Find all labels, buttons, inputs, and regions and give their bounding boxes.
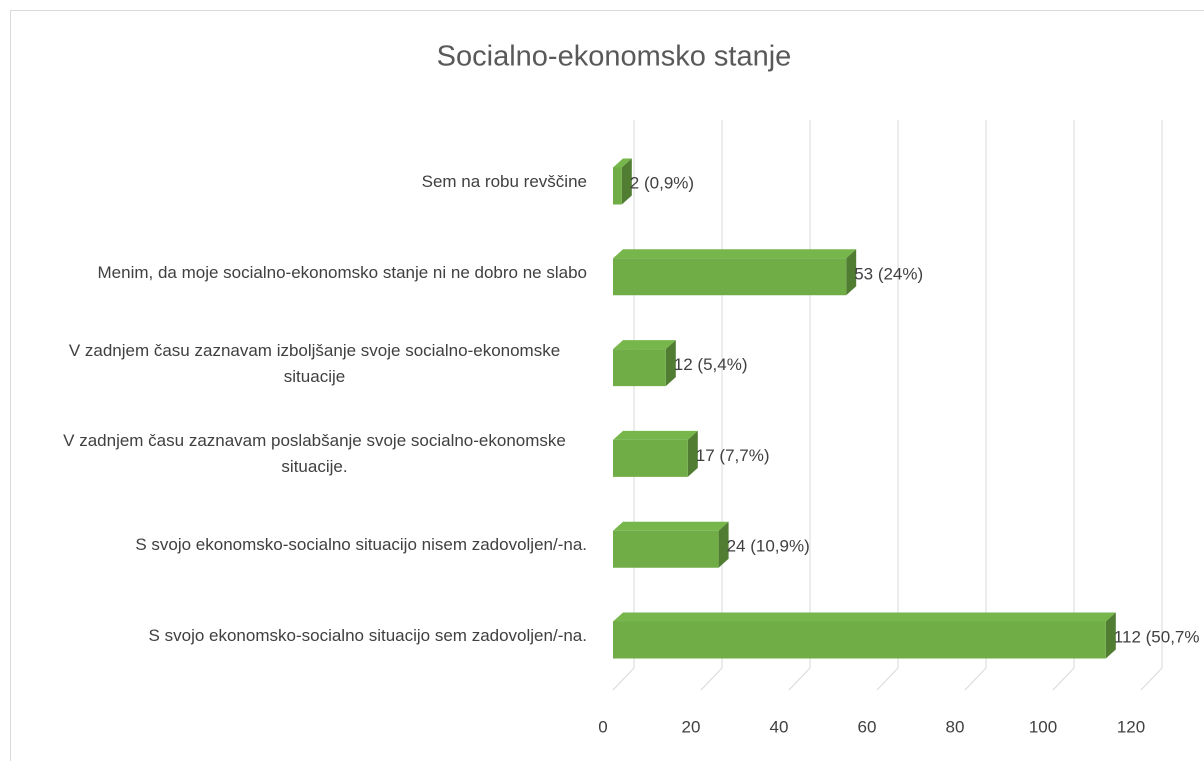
- x-tick-label: 40: [770, 717, 789, 736]
- chart-border: [10, 10, 1204, 761]
- data-label: 53 (24%): [854, 264, 923, 283]
- bar: [613, 249, 857, 296]
- bar: [613, 430, 698, 477]
- floor-line: [1140, 667, 1163, 691]
- floor-line: [700, 667, 723, 691]
- bar-top: [613, 612, 1116, 622]
- x-tick-label: 60: [858, 717, 877, 736]
- x-tick-label: 120: [1117, 717, 1145, 736]
- bar-top: [613, 430, 698, 440]
- bar: [613, 158, 632, 205]
- floor-line: [964, 667, 987, 691]
- x-tick-label: 100: [1029, 717, 1057, 736]
- floor-line: [876, 667, 899, 691]
- y-tick-label: S svojo ekonomsko-socialno situacijo nis…: [135, 535, 587, 555]
- bar-front: [613, 621, 1106, 659]
- bar-front: [613, 258, 847, 296]
- x-tick-label: 20: [682, 717, 701, 736]
- bar-side: [718, 521, 729, 568]
- bar-top: [613, 340, 676, 350]
- bar-front: [613, 349, 666, 387]
- data-label: 12 (5,4%): [674, 355, 748, 374]
- bar-side: [1105, 612, 1116, 659]
- bar: [613, 612, 1116, 659]
- floor-line: [1052, 667, 1075, 691]
- x-tick-label: 0: [598, 717, 607, 736]
- data-label: 24 (10,9%): [727, 537, 810, 556]
- data-label: 112 (50,7%: [1114, 627, 1200, 646]
- data-label: 2 (0,9%): [630, 173, 694, 192]
- bar-front: [613, 167, 622, 205]
- y-tick-label: V zadnjem času zaznavam izboljšanje svoj…: [68, 340, 561, 386]
- bar-top: [613, 521, 729, 531]
- chart-title: Socialno-ekonomsko stanje: [437, 41, 792, 73]
- y-tick-label: S svojo ekonomsko-socialno situacijo sem…: [148, 626, 587, 645]
- y-tick-label: Sem na robu revščine: [421, 172, 587, 191]
- bar-side: [846, 249, 857, 296]
- bar-top: [613, 158, 632, 168]
- bar-side: [687, 430, 698, 477]
- bar-front: [613, 530, 719, 568]
- bar-front: [613, 439, 688, 477]
- bar-top: [613, 249, 857, 259]
- x-tick-label: 80: [946, 717, 965, 736]
- bar-side: [665, 340, 676, 387]
- data-label: 17 (7,7%): [696, 446, 770, 465]
- floor-line: [788, 667, 811, 691]
- bar-side: [621, 158, 632, 205]
- y-tick-label: Menim, da moje socialno-ekonomsko stanje…: [97, 262, 588, 282]
- floor-line: [612, 667, 635, 691]
- y-tick-label: V zadnjem času zaznavam poslabšanje svoj…: [63, 431, 566, 477]
- bar: [613, 521, 729, 568]
- bar: [613, 340, 676, 387]
